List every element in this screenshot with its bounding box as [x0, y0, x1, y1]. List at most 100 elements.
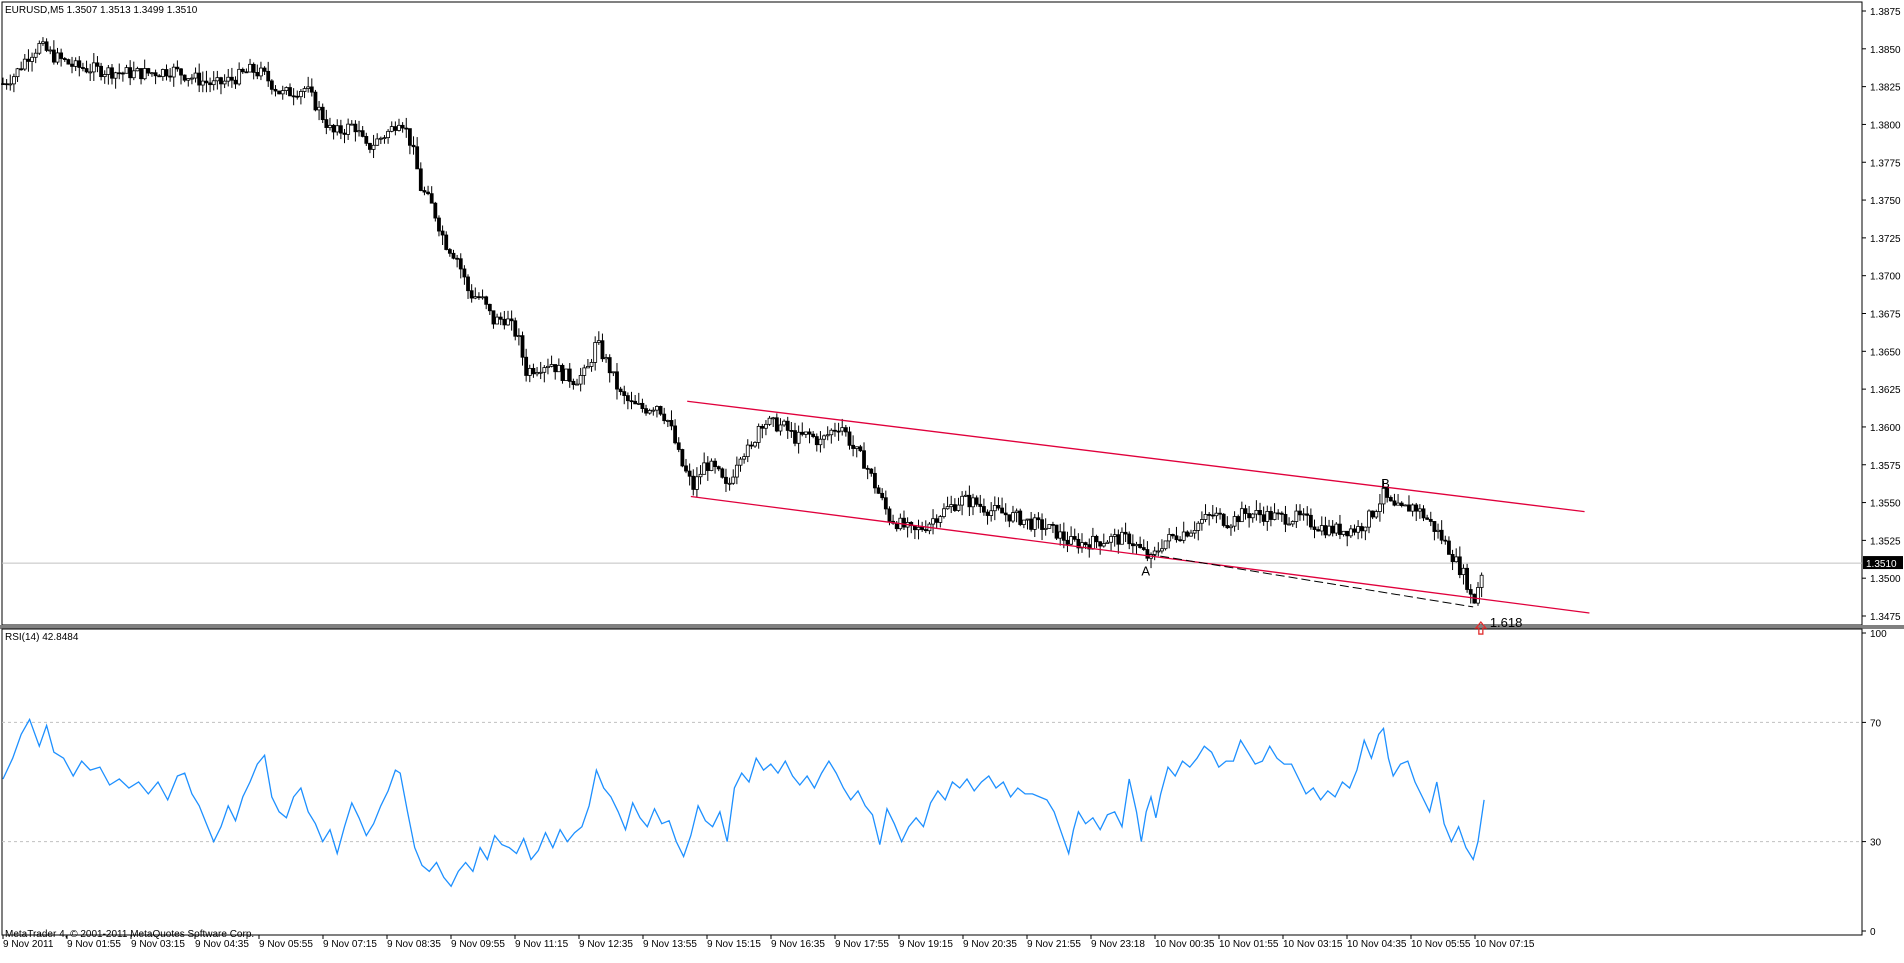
candle-body — [833, 429, 837, 432]
candle-body — [549, 364, 554, 367]
candle-body — [190, 77, 194, 80]
candle-body — [280, 90, 285, 95]
candle-body — [1003, 512, 1008, 516]
candle-body — [1301, 513, 1306, 516]
candle-body — [295, 95, 300, 98]
time-tick-label: 10 Nov 07:15 — [1475, 939, 1535, 950]
candle-body — [1290, 521, 1295, 525]
dashed-trendline[interactable] — [1147, 553, 1474, 608]
candle-body — [502, 318, 507, 326]
candle-body — [393, 126, 398, 131]
candle-body — [208, 82, 212, 86]
candle-body — [840, 427, 845, 432]
price-axis: 1.3875 1.3850 1.3825 1.3800 1.3775 1.3750 1.37… — [1862, 7, 1903, 623]
candle-body — [600, 340, 605, 360]
candle-body — [1414, 504, 1419, 512]
candle-body — [887, 508, 892, 522]
candle-body — [625, 395, 630, 402]
time-axis: 9 Nov 2011 9 Nov 01:55 9 Nov 03:15 9 Nov 04… — [2, 935, 1535, 950]
candle-body — [629, 400, 634, 403]
candle-body — [1080, 542, 1084, 549]
candle-body — [418, 168, 423, 191]
channel-upper-line[interactable] — [687, 400, 1585, 513]
trendline-drawings[interactable]: A B 1.618 — [687, 400, 1590, 635]
wave-label-b: B — [1381, 476, 1390, 491]
candle-body — [1203, 514, 1208, 520]
candle-body — [1432, 521, 1437, 532]
candle-body — [604, 357, 608, 360]
candle-body — [553, 364, 558, 373]
candle-body — [117, 72, 122, 75]
candle-body — [1091, 535, 1095, 550]
candle-body — [942, 508, 946, 517]
candle-body — [1272, 512, 1277, 520]
candle-body — [458, 258, 463, 270]
panel-separator[interactable] — [0, 625, 1904, 629]
candle-body — [1065, 539, 1070, 545]
candle-body — [1247, 513, 1252, 519]
candle-body — [120, 72, 125, 75]
candle-body — [389, 126, 394, 132]
candle-body — [546, 365, 550, 368]
candle-body — [1214, 512, 1219, 517]
time-tick-label: 9 Nov 11:15 — [515, 939, 569, 950]
candle-body — [524, 356, 529, 376]
candle-body — [982, 506, 986, 513]
candle-body — [731, 476, 736, 484]
candle-body — [876, 487, 881, 494]
candle-body — [288, 87, 292, 97]
candle-body — [1072, 536, 1077, 540]
rsi-tick-label: 100 — [1870, 629, 1887, 640]
candle-body — [843, 427, 848, 433]
price-tick-label: 1.3600 — [1870, 423, 1901, 434]
candle-body — [193, 72, 198, 79]
candle-body — [73, 60, 78, 67]
candle-body — [793, 430, 797, 444]
candle-body — [883, 497, 888, 510]
candle-body — [382, 137, 387, 140]
candle-body — [1388, 497, 1393, 502]
candle-body — [480, 296, 485, 299]
price-tick-label: 1.3875 — [1870, 7, 1901, 18]
candle-body — [622, 391, 627, 396]
candle-body — [655, 406, 659, 411]
candle-body — [11, 76, 16, 85]
candle-body — [825, 434, 830, 437]
candle-body — [1181, 531, 1186, 541]
candle-body — [266, 70, 271, 82]
candle-body — [1298, 510, 1302, 516]
candle-body — [716, 466, 721, 470]
candle-body — [1381, 487, 1386, 505]
candle-body — [676, 442, 681, 450]
candle-body — [967, 494, 972, 508]
candle-body — [894, 522, 899, 530]
candle-body — [615, 371, 619, 390]
candle-body — [1283, 513, 1288, 525]
candle-body — [375, 138, 380, 146]
candle-body — [952, 504, 957, 511]
candle-body — [1, 83, 5, 85]
candle-body — [1047, 524, 1052, 529]
candle-body — [331, 124, 336, 133]
candle-body — [589, 361, 594, 367]
candle-body — [1105, 541, 1110, 544]
candle-body — [157, 75, 162, 78]
candle-body — [684, 465, 688, 472]
candle-body — [462, 268, 467, 278]
candle-body — [607, 357, 612, 374]
candle-body — [789, 430, 794, 432]
candle-body — [778, 424, 783, 432]
candle-body — [1269, 510, 1273, 520]
panel-frames — [0, 1, 1904, 936]
candle-body — [1261, 514, 1266, 522]
price-tick-label: 1.3650 — [1870, 347, 1901, 358]
candle-body — [302, 88, 307, 92]
channel-lower-line[interactable] — [690, 495, 1590, 614]
candle-body — [469, 290, 474, 299]
candle-body — [858, 446, 863, 452]
candle-body — [1305, 513, 1310, 516]
candle-body — [753, 442, 757, 447]
time-tick-label: 10 Nov 03:15 — [1283, 939, 1343, 950]
